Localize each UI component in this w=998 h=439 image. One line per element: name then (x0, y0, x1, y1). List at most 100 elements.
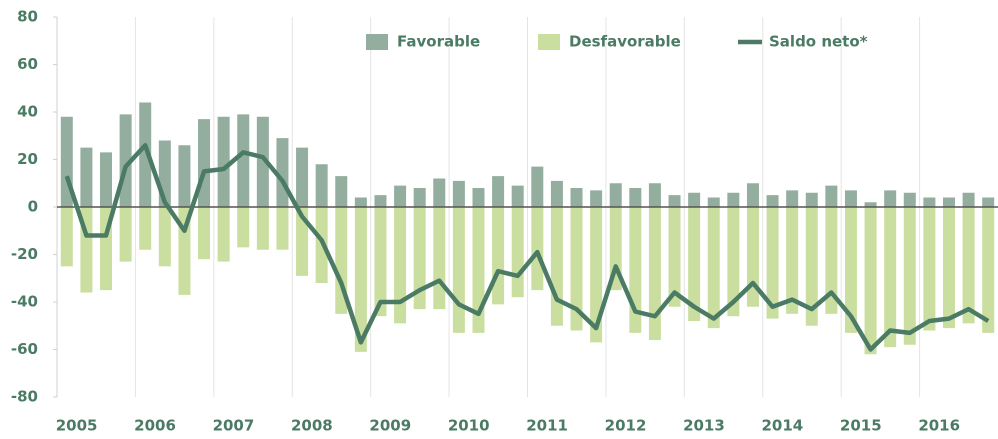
bar (923, 207, 936, 331)
bar (805, 207, 818, 326)
bar (962, 192, 975, 207)
bar (472, 188, 485, 207)
bar (296, 207, 309, 276)
bar (844, 207, 857, 333)
line (64, 143, 990, 352)
bar (472, 207, 485, 333)
bar (962, 207, 975, 324)
bar (80, 147, 93, 207)
bar (903, 207, 916, 345)
bar (158, 207, 171, 267)
x-tick-label: 2011 (526, 417, 568, 435)
bar (296, 147, 309, 207)
bar (707, 197, 720, 207)
bar (982, 197, 995, 207)
bar (256, 116, 269, 207)
bar (198, 119, 211, 207)
bar (727, 207, 740, 317)
bar (139, 102, 152, 207)
bar (570, 188, 583, 207)
bar (746, 183, 759, 207)
y-tick-label: 60 (17, 55, 38, 73)
bar (884, 207, 897, 348)
bar (609, 183, 622, 207)
bar (825, 185, 838, 207)
legend-label: Saldo neto* (769, 33, 868, 51)
x-tick-label: 2013 (683, 417, 725, 435)
bar (942, 197, 955, 207)
y-tick-label: -20 (11, 245, 38, 263)
bar (433, 207, 446, 310)
bar (413, 207, 426, 310)
bar (276, 207, 289, 250)
bar (492, 207, 505, 305)
x-tick-label: 2006 (134, 417, 176, 435)
x-tick-label: 2015 (840, 417, 882, 435)
bar (844, 190, 857, 207)
bar (139, 207, 152, 250)
bar (786, 190, 799, 207)
x-tick-label: 2010 (448, 417, 490, 435)
legend-swatch (538, 34, 560, 50)
bar (903, 192, 916, 207)
bar (825, 207, 838, 314)
bar (511, 185, 524, 207)
bar (923, 197, 936, 207)
bar (237, 114, 250, 207)
bar (100, 152, 113, 207)
bar (590, 190, 603, 207)
bar (668, 207, 681, 307)
bar (492, 176, 505, 207)
legend-label: Favorable (397, 33, 480, 51)
bar (805, 192, 818, 207)
bar (648, 183, 661, 207)
bar (335, 176, 348, 207)
bar (237, 207, 250, 248)
bar (374, 207, 387, 317)
bar (982, 207, 995, 333)
bar (864, 207, 877, 355)
bar (178, 145, 191, 207)
bar (315, 164, 328, 207)
bar (550, 207, 563, 326)
bar (786, 207, 799, 314)
x-tick-label: 2014 (761, 417, 803, 435)
bar (864, 202, 877, 207)
y-tick-label: 80 (17, 8, 38, 26)
bar (452, 180, 465, 207)
bar (119, 207, 132, 262)
bar (727, 192, 740, 207)
bar (217, 116, 230, 207)
bar (766, 207, 779, 319)
bar (354, 197, 367, 207)
x-tick-label: 2007 (213, 417, 255, 435)
bar (394, 185, 407, 207)
y-tick-label: 0 (28, 198, 38, 216)
x-tick-label: 2005 (56, 417, 98, 435)
y-tick-label: 20 (17, 150, 38, 168)
bar (746, 207, 759, 307)
bar (590, 207, 603, 343)
y-tick-label: -80 (11, 388, 38, 406)
x-tick-label: 2008 (291, 417, 333, 435)
y-tick-label: -60 (11, 340, 38, 358)
bar (668, 195, 681, 207)
bar (688, 192, 701, 207)
bar (394, 207, 407, 324)
bar (60, 116, 73, 207)
bar (688, 207, 701, 321)
x-tick-label: 2012 (605, 417, 647, 435)
bar (766, 195, 779, 207)
bar (648, 207, 661, 340)
x-tick-label: 2009 (369, 417, 411, 435)
bar (570, 207, 583, 331)
x-tick-label: 2016 (918, 417, 960, 435)
bar (942, 207, 955, 329)
bar (550, 180, 563, 207)
bar (374, 195, 387, 207)
y-tick-label: -40 (11, 293, 38, 311)
y-tick-label: 40 (17, 103, 38, 121)
bar (629, 188, 642, 207)
bar (256, 207, 269, 250)
